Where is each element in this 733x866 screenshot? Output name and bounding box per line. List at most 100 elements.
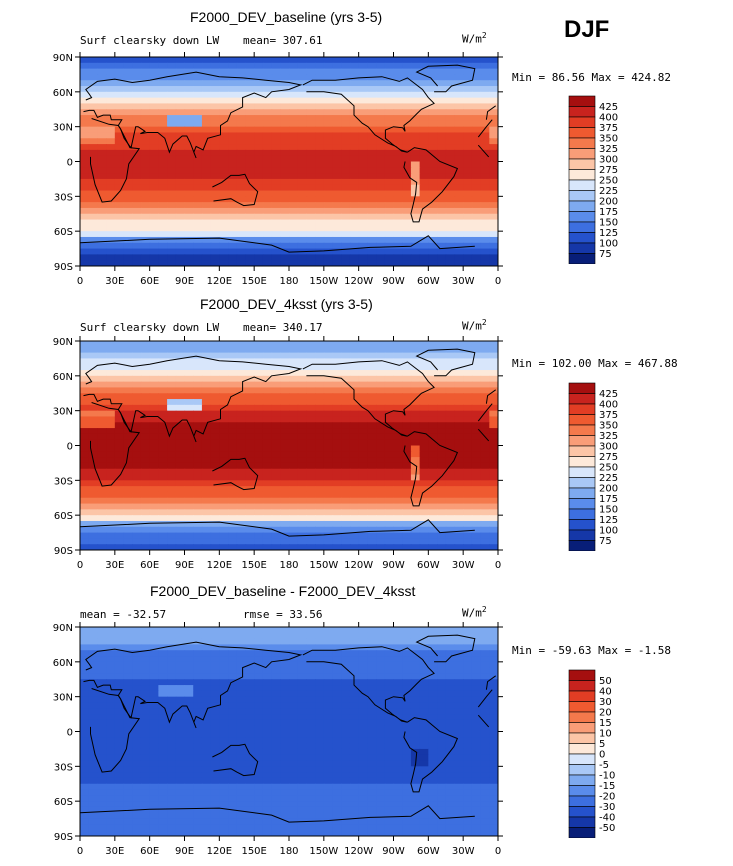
field-cell xyxy=(228,97,238,105)
field-cell xyxy=(376,509,386,516)
field-cell xyxy=(384,474,395,481)
field-cell xyxy=(271,416,281,423)
field-cell xyxy=(184,743,194,750)
field-cell xyxy=(123,422,133,429)
field-cell xyxy=(132,248,142,255)
field-cell xyxy=(419,656,429,663)
field-cell xyxy=(437,399,447,406)
field-cell xyxy=(123,231,133,238)
field-cell xyxy=(384,714,395,721)
field-cell xyxy=(419,178,429,186)
field-cell xyxy=(471,638,482,646)
field-cell xyxy=(341,428,351,435)
field-cell xyxy=(201,760,212,767)
field-cell xyxy=(367,86,377,93)
field-cell xyxy=(219,225,229,232)
field-cell xyxy=(236,387,247,394)
field-cell xyxy=(341,399,351,406)
field-cell xyxy=(271,375,281,383)
field-cell xyxy=(323,719,334,727)
field-cell xyxy=(428,714,438,721)
field-cell xyxy=(184,57,194,64)
field-cell xyxy=(262,184,273,192)
field-cell xyxy=(97,656,107,663)
field-cell xyxy=(114,381,125,389)
field-cell xyxy=(332,161,342,168)
field-cell xyxy=(332,748,342,756)
field-cell xyxy=(489,138,498,145)
field-cell xyxy=(341,213,351,221)
field-cell xyxy=(254,381,264,389)
field-cell xyxy=(254,352,264,360)
field-cell xyxy=(106,57,116,64)
field-cell xyxy=(201,381,212,389)
field-cell xyxy=(463,526,473,534)
field-cell xyxy=(140,783,151,791)
field-cell xyxy=(297,410,308,418)
field-cell xyxy=(219,474,229,481)
field-cell xyxy=(167,410,177,418)
field-cell xyxy=(167,532,177,539)
field-cell xyxy=(471,743,482,750)
field-cell xyxy=(123,132,133,139)
field-cell xyxy=(410,260,421,266)
field-cell xyxy=(149,714,159,721)
field-cell xyxy=(184,103,194,110)
field-cell xyxy=(410,91,421,99)
field-cell xyxy=(471,462,482,470)
field-cell xyxy=(306,526,316,534)
field-cell xyxy=(245,766,255,773)
field-cell xyxy=(315,503,325,510)
field-cell xyxy=(323,544,334,550)
field-cell xyxy=(428,725,438,733)
field-cell xyxy=(341,772,351,779)
field-cell xyxy=(106,772,116,779)
field-cell xyxy=(306,184,316,192)
field-cell xyxy=(280,673,290,680)
field-cell xyxy=(419,370,429,377)
field-cell xyxy=(280,656,290,663)
field-cell xyxy=(376,515,386,522)
field-cell xyxy=(167,132,177,139)
field-cell xyxy=(140,538,151,545)
field-cell xyxy=(289,97,299,105)
field-cell xyxy=(437,486,447,493)
field-cell xyxy=(384,381,395,389)
field-cell xyxy=(437,375,447,383)
field-cell xyxy=(349,80,360,87)
field-cell xyxy=(158,737,168,744)
field-cell xyxy=(471,731,482,738)
panel2-minmax: Min = 102.00 Max = 467.88 xyxy=(512,357,678,370)
field-cell xyxy=(262,190,273,197)
field-cell xyxy=(419,225,429,232)
field-cell xyxy=(140,667,151,675)
field-cell xyxy=(184,225,194,232)
field-cell xyxy=(297,428,308,435)
field-cell xyxy=(184,497,194,505)
field-cell xyxy=(245,760,255,767)
field-cell xyxy=(149,358,159,365)
field-cell xyxy=(393,115,403,122)
field-cell xyxy=(358,754,368,762)
field-cell xyxy=(132,685,142,692)
field-cell xyxy=(384,696,395,704)
field-cell xyxy=(332,236,342,244)
field-cell xyxy=(410,743,421,750)
field-cell xyxy=(410,103,421,110)
field-cell xyxy=(323,422,334,429)
field-cell xyxy=(219,149,229,157)
colorbar-swatch xyxy=(568,498,596,510)
field-cell xyxy=(280,725,290,733)
field-cell xyxy=(114,468,125,476)
field-cell xyxy=(489,650,498,657)
field-cell xyxy=(88,167,99,174)
field-cell xyxy=(341,445,351,452)
field-cell xyxy=(201,772,212,779)
field-cell xyxy=(445,422,456,429)
colorbar-label: 125 xyxy=(599,228,618,239)
field-cell xyxy=(245,248,255,255)
field-cell xyxy=(489,638,498,646)
field-cell xyxy=(367,772,377,779)
field-cell xyxy=(193,468,203,476)
field-cell xyxy=(254,627,264,634)
